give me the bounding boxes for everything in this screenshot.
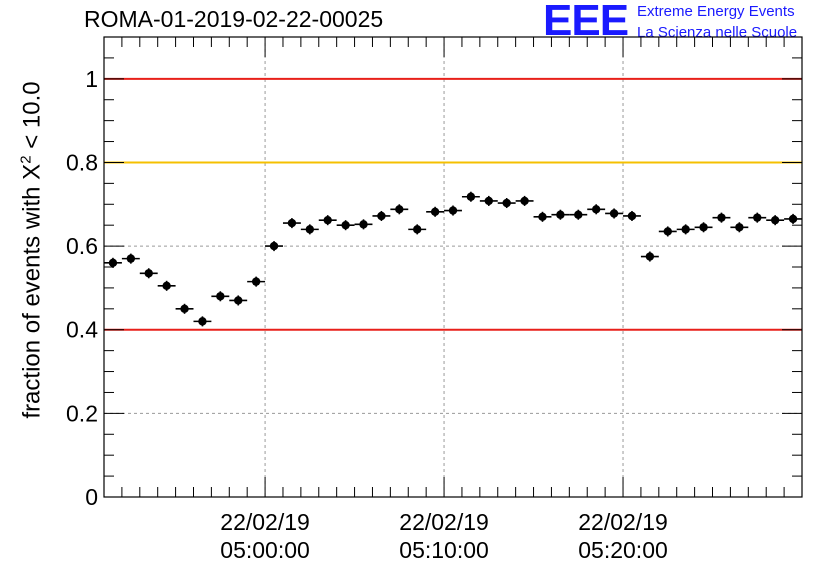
data-point [408,224,427,235]
data-point-marker [341,220,350,230]
data-point-marker [234,296,243,305]
data-point [336,220,355,231]
data-point-marker [305,225,315,234]
data-point [139,268,158,279]
data-point-marker [574,210,583,219]
x-tick-label-time: 05:00:00 [220,537,310,563]
data-point [157,280,176,291]
data-point [104,257,122,268]
x-tick-label-date: 22/02/19 [578,509,668,535]
y-tick-label: 0.4 [66,317,98,343]
data-point-marker [108,258,118,268]
data-point-marker [681,225,690,234]
data-point-marker [180,304,189,314]
data-point-marker [753,213,762,222]
data-point [569,209,588,220]
data-point-marker [413,225,422,234]
data-point-marker [663,227,672,236]
data-point-marker [788,214,798,224]
data-point [282,218,301,229]
data-point-marker [556,210,565,219]
y-tick-label: 0.2 [66,400,98,426]
data-point-marker [520,196,529,206]
data-point-marker [395,205,404,214]
data-point-marker [627,211,637,221]
data-point [587,204,606,215]
data-point [515,195,534,206]
data-point [211,291,230,302]
data-point [676,224,695,235]
data-point-marker [430,207,440,216]
data-point [658,226,677,237]
data-point [426,206,445,217]
data-point [444,205,462,216]
data-point-marker [359,220,368,229]
data-point [479,195,498,206]
data-point [193,316,212,327]
data-point-marker [609,209,619,218]
data-point-marker [198,317,207,326]
data-point-marker [770,215,780,225]
data-point-marker [126,254,136,263]
data-point-marker [216,292,225,301]
data-point [640,251,659,262]
data-point [766,215,785,226]
data-point [229,295,248,306]
data-point [748,212,767,223]
data-point-marker [251,277,261,286]
data-point [265,241,283,252]
data-point-marker [323,215,332,225]
data-point [354,219,373,230]
y-tick-label: 0.6 [66,233,98,259]
data-point-marker [484,196,493,206]
data-point-marker [287,218,297,228]
data-point [784,213,802,224]
data-point-marker [717,213,726,222]
data-point-marker [377,211,386,221]
data-point-marker [144,269,153,278]
data-point-marker [466,192,476,201]
plot-frame [103,36,803,498]
data-point-marker [645,252,655,261]
data-point-marker [699,223,708,232]
data-point-marker [591,205,601,214]
x-tick-label-date: 22/02/19 [220,509,310,535]
x-tick-label-time: 05:10:00 [399,537,489,563]
data-point-marker [162,281,171,291]
data-point [461,191,480,202]
y-tick-label: 0.8 [66,149,98,175]
y-tick-label: 0 [85,484,98,510]
x-tick-label-date: 22/02/19 [399,509,489,535]
data-point [175,303,194,314]
data-point [623,210,641,221]
data-point [497,198,516,209]
data-point-marker [538,212,547,222]
data-point [300,224,319,235]
data-point [605,208,624,219]
x-tick-label-time: 05:20:00 [578,537,668,563]
data-point-marker [735,223,744,232]
y-tick-label: 1 [85,66,98,92]
data-point [318,215,337,226]
data-point [372,210,391,221]
data-point-marker [502,198,511,208]
data-point [730,222,749,233]
eee-logo-mark: EEE [543,0,629,45]
data-series [104,191,802,327]
data-point-marker [269,241,279,251]
data-point [712,212,731,223]
chart-title: ROMA-01-2019-02-22-00025 [84,6,384,32]
data-point [551,209,570,220]
data-point [390,204,409,215]
eee-logo-line1: Extreme Energy Events [637,3,795,20]
data-point [694,222,713,233]
data-point [121,253,140,264]
data-point [247,276,266,287]
data-point-marker [448,206,458,215]
data-point [533,211,552,222]
